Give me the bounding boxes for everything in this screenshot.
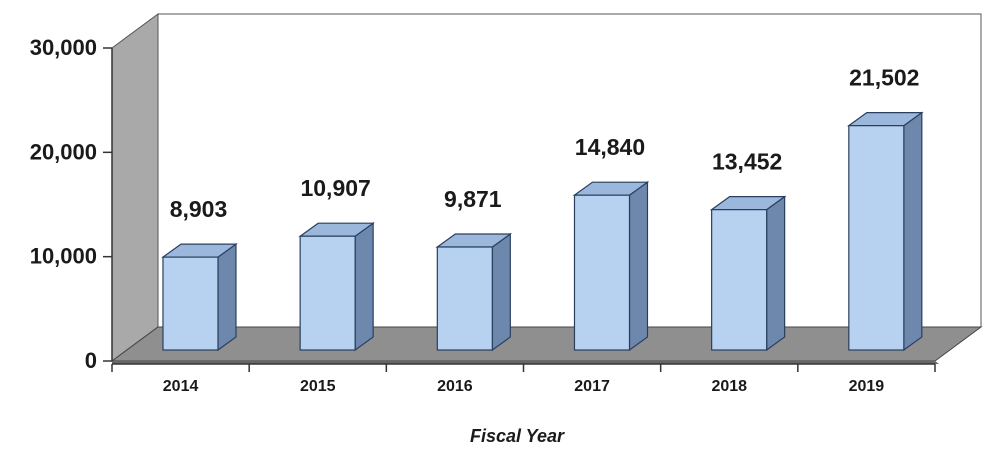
bar	[161, 242, 238, 352]
bar-front	[162, 256, 219, 351]
x-tick-label: 2019	[849, 378, 885, 395]
data-label: 9,871	[444, 186, 502, 212]
bar-side	[491, 232, 511, 352]
y-tick-label: 10,000	[30, 244, 97, 269]
y-tick-label: 20,000	[30, 139, 97, 164]
x-tick-label: 2016	[437, 378, 473, 395]
bar-front	[299, 235, 356, 351]
bar	[709, 195, 787, 352]
bar	[846, 111, 924, 352]
side-wall	[111, 13, 159, 362]
y-tick-label: 0	[85, 348, 97, 373]
x-tick-label: 2015	[300, 378, 336, 395]
x-tick-label: 2017	[574, 378, 610, 395]
x-tick-label: 2018	[711, 378, 747, 395]
x-axis-label: Fiscal Year	[470, 426, 565, 446]
data-label: 13,452	[712, 149, 782, 175]
bar-side	[903, 111, 923, 352]
bar-side	[766, 195, 786, 352]
data-label: 8,903	[170, 196, 228, 222]
bar-front	[573, 194, 631, 351]
bar-front	[711, 209, 768, 351]
y-axis: 0 10,000 20,000 30,000	[30, 35, 113, 373]
bar-side	[217, 242, 237, 352]
bar-side	[628, 180, 649, 352]
x-tick-label: 2014	[163, 378, 199, 395]
y-tick-label: 30,000	[30, 35, 97, 60]
bar	[435, 232, 513, 352]
data-label: 14,840	[575, 134, 645, 160]
bar	[572, 180, 650, 352]
bar-front	[436, 246, 493, 351]
bars-group: 8,903 10,907 9,871 14,840 13,452 21,502	[161, 65, 924, 352]
bar-side	[354, 222, 374, 352]
data-label: 10,907	[300, 175, 370, 201]
x-axis: 2014 2015 2016 2017 2018 2019	[111, 363, 936, 395]
bar-front	[848, 125, 905, 351]
bar	[298, 222, 376, 352]
data-label: 21,502	[849, 65, 919, 91]
